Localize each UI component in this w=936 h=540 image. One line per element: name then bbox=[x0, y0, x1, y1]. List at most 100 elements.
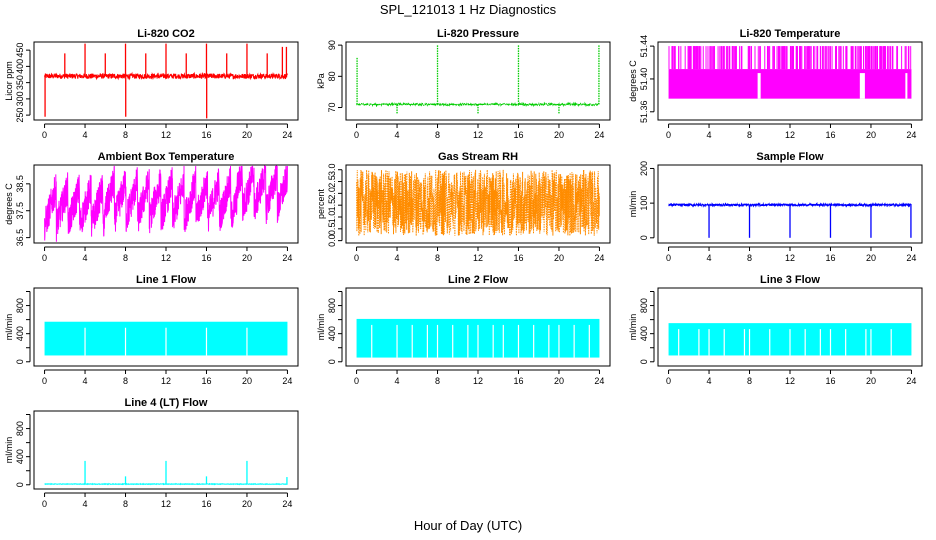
x-tick-label: 24 bbox=[282, 253, 292, 263]
x-tick-label: 16 bbox=[825, 253, 835, 263]
y-tick-label: 200 bbox=[639, 161, 649, 176]
band-gap bbox=[859, 73, 865, 99]
y-tick-label: 800 bbox=[639, 298, 649, 313]
plot-frame bbox=[345, 287, 611, 367]
y-tick-label: 400 bbox=[15, 326, 25, 341]
y-axis-label: Licor ppm bbox=[4, 61, 14, 101]
y-tick-label: 51.40 bbox=[639, 68, 649, 91]
plot-area bbox=[356, 318, 600, 358]
x-tick-label: 24 bbox=[906, 376, 916, 386]
x-tick-label: 8 bbox=[435, 253, 440, 263]
x-tick-label: 24 bbox=[594, 130, 604, 140]
x-tick-label: 4 bbox=[83, 376, 88, 386]
panel-title: Line 3 Flow bbox=[760, 274, 820, 286]
plot-area bbox=[44, 321, 288, 356]
panel-title: Li-820 CO2 bbox=[137, 28, 194, 40]
plot-area bbox=[44, 165, 288, 242]
x-tick-label: 24 bbox=[282, 376, 292, 386]
x-tick-label: 16 bbox=[513, 376, 523, 386]
y-tick-label: 0 bbox=[639, 359, 649, 364]
x-tick-label: 0 bbox=[666, 253, 671, 263]
x-tick-label: 20 bbox=[242, 376, 252, 386]
x-tick-label: 24 bbox=[594, 253, 604, 263]
x-tick-label: 20 bbox=[554, 376, 564, 386]
x-tick-label: 8 bbox=[123, 253, 128, 263]
y-tick-label: 0.0 bbox=[327, 234, 337, 247]
x-tick-label: 8 bbox=[747, 130, 752, 140]
panel-licor_temp: Li-820 Temperature degrees C 0 4 8 12 16 20 24 51… bbox=[628, 28, 923, 140]
x-tick-label: 16 bbox=[825, 376, 835, 386]
plot-frame bbox=[33, 287, 299, 367]
x-tick-label: 20 bbox=[242, 253, 252, 263]
plot-frame bbox=[657, 41, 923, 121]
x-tick-label: 4 bbox=[707, 376, 712, 386]
y-tick-label: 2.0 bbox=[327, 187, 337, 200]
y-axis-label: percent bbox=[316, 188, 326, 219]
x-tick-label: 4 bbox=[395, 376, 400, 386]
y-tick-label: 36.5 bbox=[15, 229, 25, 247]
x-tick-label: 8 bbox=[747, 253, 752, 263]
plot-area bbox=[44, 43, 288, 119]
x-tick-label: 24 bbox=[282, 130, 292, 140]
x-tick-label: 16 bbox=[201, 376, 211, 386]
y-tick-label: 0 bbox=[639, 235, 649, 240]
x-tick-label: 16 bbox=[201, 253, 211, 263]
x-tick-label: 20 bbox=[866, 253, 876, 263]
plot-area bbox=[668, 201, 912, 238]
x-tick-label: 16 bbox=[513, 253, 523, 263]
x-tick-label: 24 bbox=[282, 499, 292, 509]
y-axis-label: ml/min bbox=[316, 314, 326, 341]
x-tick-label: 20 bbox=[866, 376, 876, 386]
x-tick-label: 8 bbox=[435, 376, 440, 386]
panel-title: Line 4 (LT) Flow bbox=[125, 397, 208, 409]
series-line bbox=[356, 169, 600, 236]
panel-rh: Gas Stream RH percent 0 4 8 12 16 20 24 0.00.51.0… bbox=[316, 151, 611, 263]
panel-title: Line 1 Flow bbox=[136, 274, 196, 286]
panel-title: Ambient Box Temperature bbox=[98, 151, 235, 163]
panel-title: Gas Stream RH bbox=[438, 151, 518, 163]
x-tick-label: 20 bbox=[242, 499, 252, 509]
panel-line3: Line 3 Flow ml/min 0 4 8 12 16 20 24 0 400 800 bbox=[628, 274, 923, 386]
y-tick-label: 90 bbox=[327, 40, 337, 50]
band-fill bbox=[668, 69, 912, 99]
x-tick-label: 12 bbox=[161, 376, 171, 386]
plot-frame bbox=[345, 164, 611, 244]
panel-pressure: Li-820 Pressure kPa 0 4 8 12 16 20 24 70 80 90 bbox=[316, 28, 611, 140]
x-tick-label: 20 bbox=[554, 253, 564, 263]
y-tick-label: 0.5 bbox=[327, 223, 337, 236]
y-tick-label: 0 bbox=[15, 482, 25, 487]
panel-line4: Line 4 (LT) Flow ml/min 0 4 8 12 16 20 24 0 400 800 bbox=[4, 397, 299, 509]
y-tick-label: 3.0 bbox=[327, 163, 337, 176]
panel-title: Li-820 Pressure bbox=[437, 28, 519, 40]
band-gap bbox=[905, 73, 908, 99]
y-tick-label: 51.44 bbox=[639, 35, 649, 58]
y-tick-label: 70 bbox=[327, 103, 337, 113]
band-gap bbox=[757, 73, 761, 99]
y-tick-label: 400 bbox=[15, 449, 25, 464]
plot-frame bbox=[657, 164, 923, 244]
x-axis-label: Hour of Day (UTC) bbox=[413, 518, 523, 533]
figure-title: SPL_121013 1 Hz Diagnostics bbox=[379, 2, 557, 17]
x-tick-label: 8 bbox=[123, 130, 128, 140]
plot-area bbox=[356, 169, 600, 236]
y-tick-label: 450 bbox=[15, 43, 25, 58]
y-tick-label: 1.5 bbox=[327, 199, 337, 212]
y-tick-label: 400 bbox=[15, 59, 25, 74]
y-tick-label: 0 bbox=[15, 359, 25, 364]
x-tick-label: 8 bbox=[123, 376, 128, 386]
x-tick-label: 4 bbox=[395, 253, 400, 263]
plot-frame bbox=[33, 410, 299, 490]
y-tick-label: 800 bbox=[15, 421, 25, 436]
x-tick-label: 20 bbox=[554, 130, 564, 140]
panel-line2: Line 2 Flow ml/min 0 4 8 12 16 20 24 0 400 800 bbox=[316, 274, 611, 386]
y-tick-label: 1.0 bbox=[327, 211, 337, 224]
x-tick-label: 8 bbox=[435, 130, 440, 140]
y-tick-label: 300 bbox=[15, 91, 25, 106]
x-tick-label: 12 bbox=[161, 130, 171, 140]
x-tick-label: 12 bbox=[785, 376, 795, 386]
panel-title: Li-820 Temperature bbox=[740, 28, 841, 40]
y-axis-label: degrees C bbox=[628, 60, 638, 102]
x-tick-label: 8 bbox=[123, 499, 128, 509]
y-axis-label: ml/min bbox=[628, 191, 638, 218]
